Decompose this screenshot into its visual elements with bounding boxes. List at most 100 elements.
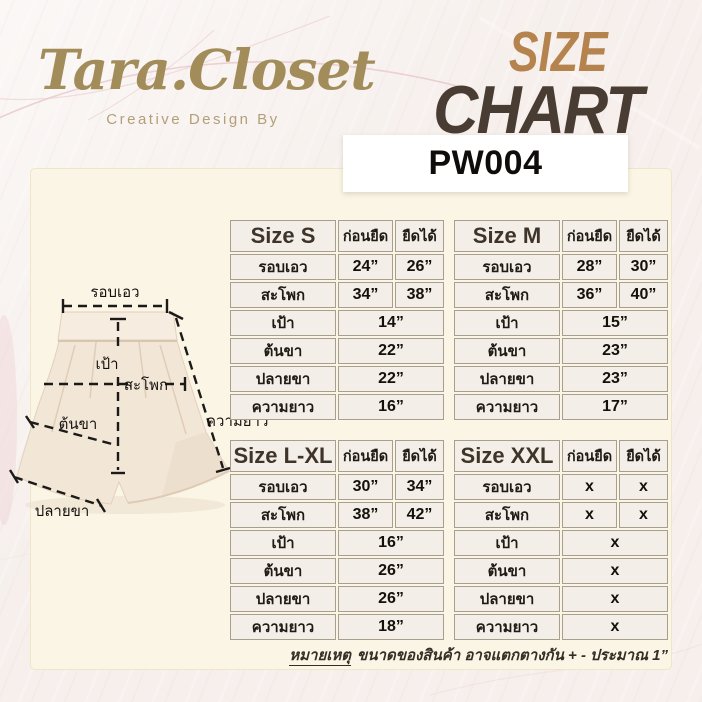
size-table-grid: Size M ก่อนยืด ยืดได้รอบเอว 28” 30” สะโพก 36” 4… <box>452 218 670 422</box>
product-code-box: PW004 <box>343 135 628 192</box>
shorts-pleat-lines <box>51 341 187 435</box>
measure-label-cell: ความยาว <box>454 394 560 420</box>
hip-label: สะโพก <box>124 376 168 394</box>
value-stretched: 40” <box>619 282 668 308</box>
shorts-measurement-diagram: รอบเอว เป้า สะโพก ต้นขา ปลายขา <box>8 284 268 520</box>
measure-label-cell: ความยาว <box>454 614 560 640</box>
value-stretched: x <box>619 474 668 500</box>
measure-label-cell: เป้า <box>230 310 336 336</box>
measure-label-cell: รอบเอว <box>454 254 560 280</box>
measure-label-cell: รอบเอว <box>454 474 560 500</box>
measure-label-cell: ต้นขา <box>230 338 336 364</box>
size-table-xxl: Size XXL ก่อนยืด ยืดได้ รอบเอว x x สะโพก x x เป้า… <box>452 438 670 642</box>
value-combined: 16” <box>338 394 444 420</box>
title-chart-word: CHART <box>433 72 643 148</box>
size-table-title: Size XXL <box>454 440 560 472</box>
measure-label-cell: ต้นขา <box>454 558 560 584</box>
hem-shading <box>127 470 230 504</box>
thigh-measurement: ต้นขา <box>25 415 113 446</box>
size-table-title: Size L-XL <box>230 440 336 472</box>
measure-label-cell: ปลายขา <box>230 586 336 612</box>
measure-label-cell: สะโพก <box>230 502 336 528</box>
value-combined: 23” <box>562 338 668 364</box>
product-code: PW004 <box>428 144 543 182</box>
value-combined: x <box>562 586 668 612</box>
footnote-prefix: หมายเหตุ <box>289 647 352 666</box>
value-stretched: 30” <box>619 254 668 280</box>
value-stretched: 42” <box>395 502 444 528</box>
value-before-stretch: x <box>562 502 617 528</box>
size-table-grid: Size L-XL ก่อนยืด ยืดได้รอบเอว 30” 34” สะโพก 3… <box>228 438 446 642</box>
hem-measurement: ปลายขา <box>8 469 107 520</box>
size-table-lxl: Size L-XL ก่อนยืด ยืดได้รอบเอว 30” 34” สะโพก 3… <box>228 438 446 642</box>
value-combined: 26” <box>338 558 444 584</box>
size-table-grid: Size S ก่อนยืด ยืดได้รอบเอว 24” 26” สะโพก 34” 3… <box>228 218 446 422</box>
measure-label-cell: รอบเอว <box>230 254 336 280</box>
value-before-stretch: 28” <box>562 254 617 280</box>
value-combined: 17” <box>562 394 668 420</box>
crotch-measurement: เป้า <box>95 317 126 475</box>
value-stretched: 34” <box>395 474 444 500</box>
size-table-m: Size M ก่อนยืด ยืดได้รอบเอว 28” 30” สะโพก 36” 4… <box>452 218 670 422</box>
value-before-stretch: 38” <box>338 502 393 528</box>
value-combined: 22” <box>338 338 444 364</box>
waist-label: รอบเอว <box>90 284 139 301</box>
size-table-s: Size S ก่อนยืด ยืดได้รอบเอว 24” 26” สะโพก 34” 3… <box>228 218 446 422</box>
value-before-stretch: x <box>562 474 617 500</box>
title-size-word: SIZE <box>509 20 608 84</box>
value-combined: 26” <box>338 586 444 612</box>
measure-label-cell: ต้นขา <box>230 558 336 584</box>
hip-measurement: สะโพก <box>44 376 187 394</box>
measure-label-cell: ความยาว <box>230 614 336 640</box>
measure-label-cell: ปลายขา <box>454 366 560 392</box>
value-combined: 18” <box>338 614 444 640</box>
size-table-title: Size M <box>454 220 560 252</box>
column-header-stretched: ยืดได้ <box>395 440 444 472</box>
column-header-stretched: ยืดได้ <box>619 440 668 472</box>
measure-label-cell: ต้นขา <box>454 338 560 364</box>
column-header-before-stretch: ก่อนยืด <box>562 220 617 252</box>
column-header-before-stretch: ก่อนยืด <box>562 440 617 472</box>
value-combined: 22” <box>338 366 444 392</box>
column-header-before-stretch: ก่อนยืด <box>338 220 393 252</box>
value-combined: 15” <box>562 310 668 336</box>
value-before-stretch: 34” <box>338 282 393 308</box>
brand-tagline: Creative Design By <box>106 111 280 128</box>
column-header-before-stretch: ก่อนยืด <box>338 440 393 472</box>
hem-label: ปลายขา <box>35 503 90 520</box>
footnote-text: ขนาดของสินค้า อาจแตกตางกัน + - ประมาณ 1” <box>357 647 668 664</box>
waist-measurement: รอบเอว <box>61 284 169 313</box>
shorts-side-shading <box>162 432 229 496</box>
measure-label-cell: ความยาว <box>230 394 336 420</box>
value-before-stretch: 24” <box>338 254 393 280</box>
size-table-grid: Size XXL ก่อนยืด ยืดได้ รอบเอว x x สะโพก x x เป้า… <box>452 438 670 642</box>
shorts-shadow <box>25 496 225 514</box>
value-combined: x <box>562 558 668 584</box>
measure-label-cell: ปลายขา <box>454 586 560 612</box>
value-before-stretch: 36” <box>562 282 617 308</box>
measure-label-cell: สะโพก <box>454 282 560 308</box>
measure-label-cell: เป้า <box>454 310 560 336</box>
value-combined: x <box>562 614 668 640</box>
value-stretched: 26” <box>395 254 444 280</box>
value-combined: 16” <box>338 530 444 556</box>
measure-label-cell: เป้า <box>230 530 336 556</box>
value-before-stretch: 30” <box>338 474 393 500</box>
measure-label-cell: รอบเอว <box>230 474 336 500</box>
value-stretched: x <box>619 502 668 528</box>
measure-label-cell: เป้า <box>454 530 560 556</box>
measure-label-cell: สะโพก <box>230 282 336 308</box>
column-header-stretched: ยืดได้ <box>395 220 444 252</box>
crotch-label: เป้า <box>95 356 118 373</box>
value-combined: 14” <box>338 310 444 336</box>
size-table-title: Size S <box>230 220 336 252</box>
value-combined: x <box>562 530 668 556</box>
thigh-label: ต้นขา <box>59 416 98 433</box>
value-combined: 23” <box>562 366 668 392</box>
measure-label-cell: ปลายขา <box>230 366 336 392</box>
value-stretched: 38” <box>395 282 444 308</box>
footnote: หมายเหตุ ขนาดของสินค้า อาจแตกตางกัน + - ป… <box>289 643 668 667</box>
column-header-stretched: ยืดได้ <box>619 220 668 252</box>
brand-logo: Tara.Closet <box>38 37 376 102</box>
